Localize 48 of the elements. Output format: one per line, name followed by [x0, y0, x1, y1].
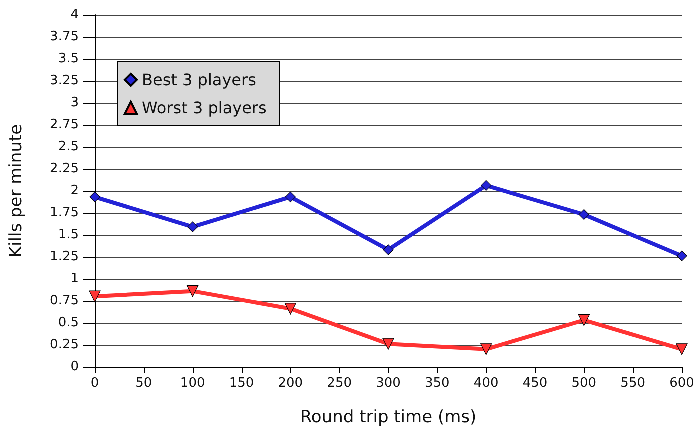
point: [481, 180, 492, 192]
y-tick-label: 1.5: [58, 228, 79, 242]
point: [383, 244, 394, 256]
x-tick-label: 50: [136, 376, 152, 391]
x-tick-label: 550: [620, 376, 646, 391]
point: [480, 344, 492, 356]
y-tick-label: 3: [70, 96, 79, 110]
point: [578, 314, 590, 326]
point: [382, 338, 394, 350]
y-tick-label: 2.25: [50, 162, 79, 176]
y-axis-title: Kills per minute: [6, 124, 26, 258]
x-tick-label: 200: [278, 376, 304, 391]
y-tick-label: 1.25: [50, 250, 79, 264]
y-tick-label: 2.5: [58, 140, 79, 154]
y-tick-label: 0.75: [50, 294, 79, 308]
point: [89, 290, 101, 302]
y-tick-label: 2: [70, 184, 79, 198]
point: [676, 250, 688, 262]
x-tick-label: 500: [572, 376, 597, 391]
y-tick-label: 1: [70, 272, 79, 286]
x-tick-label: 150: [229, 376, 254, 391]
x-tick-label: 400: [474, 376, 499, 391]
x-tick-label: 450: [522, 376, 548, 391]
y-tick-label: 3.75: [50, 30, 79, 44]
point: [187, 286, 199, 298]
y-tick-label: 3.5: [58, 52, 79, 66]
x-tick-label: 350: [425, 376, 450, 391]
y-tick-label: 2.75: [50, 118, 79, 132]
y-tick-label: 1.75: [50, 206, 79, 220]
legend-label: Worst 3 players: [142, 98, 267, 118]
point: [578, 209, 590, 220]
x-tick-label: 300: [376, 376, 401, 391]
point: [285, 192, 296, 202]
point: [676, 344, 688, 356]
y-tick-label: 0.5: [58, 316, 79, 330]
x-tick-label: 100: [180, 376, 206, 391]
legend-label: Best 3 players: [142, 70, 256, 90]
x-axis-title: Round trip time (ms): [300, 408, 477, 428]
point: [284, 303, 296, 315]
y-tick-label: 0.25: [50, 338, 79, 352]
x-tick-label: 0: [90, 376, 100, 391]
y-tick-label: 3.25: [50, 74, 79, 88]
point: [90, 192, 100, 202]
x-tick-label: 600: [670, 376, 694, 391]
y-tick-label: 0: [70, 360, 79, 374]
y-tick-label: 4: [70, 8, 79, 22]
point: [188, 222, 198, 232]
x-tick-label: 250: [327, 376, 352, 391]
